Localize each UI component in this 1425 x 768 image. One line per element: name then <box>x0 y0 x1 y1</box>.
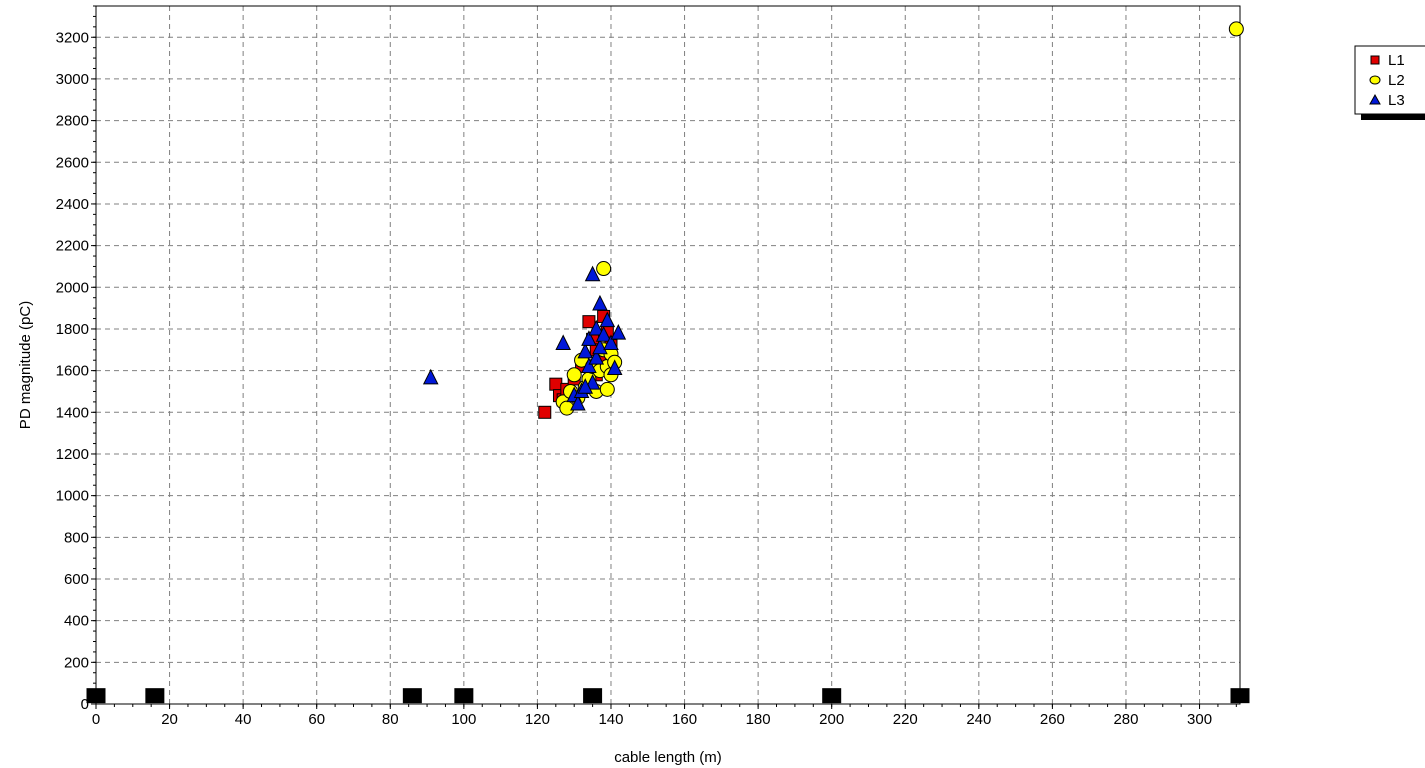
cable-marker-point <box>583 688 603 704</box>
x-tick-label: 60 <box>308 711 325 728</box>
l1-point <box>538 405 552 419</box>
y-tick-label: 1800 <box>56 321 89 338</box>
l2-point <box>599 381 615 397</box>
l2-point <box>1228 21 1244 37</box>
x-tick-label: 240 <box>966 711 991 728</box>
x-tick-label: 20 <box>161 711 178 728</box>
x-tick-label: 120 <box>525 711 550 728</box>
data-points <box>86 21 1250 704</box>
grid-lines <box>96 6 1240 704</box>
x-tick-label: 200 <box>819 711 844 728</box>
cable-marker-point <box>822 688 842 704</box>
series-markers <box>86 688 1250 704</box>
legend-item: L3 <box>1369 92 1405 109</box>
y-tick-label: 1600 <box>56 363 89 380</box>
y-axis-title: PD magnitude (pC) <box>17 301 34 429</box>
cable-marker-point <box>1230 688 1250 704</box>
l3-point <box>592 294 608 311</box>
l3-point <box>577 342 594 359</box>
y-tick-label: 200 <box>64 654 89 671</box>
y-tick-label: 0 <box>81 696 89 713</box>
legend-label: L3 <box>1388 92 1405 109</box>
y-tick-label: 2400 <box>56 196 89 213</box>
legend-swatch <box>1370 55 1380 65</box>
l3-point <box>584 374 601 390</box>
x-tick-label: 180 <box>746 711 771 728</box>
legend-label: L2 <box>1388 72 1405 89</box>
y-tick-label: 3200 <box>56 29 89 46</box>
legend-items: L1 L2 L3 <box>1369 52 1405 109</box>
y-tick-label: 2600 <box>56 154 89 171</box>
x-tick-label: 100 <box>451 711 476 728</box>
x-axis-title: cable length (m) <box>614 749 722 766</box>
legend-swatch <box>1369 93 1381 105</box>
l3-point <box>577 378 594 394</box>
x-tick-label: 0 <box>92 711 100 728</box>
l3-point <box>555 334 571 351</box>
legend: L1 L2 L3 <box>1354 45 1425 120</box>
x-tick-label: 40 <box>235 711 252 728</box>
x-tick-label: 280 <box>1113 711 1138 728</box>
l3-point <box>581 330 597 346</box>
y-tick-label: 400 <box>64 613 89 630</box>
l3-point <box>584 265 601 282</box>
l3-point <box>588 319 605 336</box>
x-tick-label: 160 <box>672 711 697 728</box>
y-tick-label: 2800 <box>56 113 89 130</box>
x-tick-label: 220 <box>893 711 918 728</box>
l3-point <box>570 394 586 411</box>
l3-point <box>422 368 439 385</box>
x-tick-label: 260 <box>1040 711 1065 728</box>
cable-marker-point <box>86 688 106 704</box>
cable-marker-point <box>145 688 165 704</box>
legend-item: L1 <box>1370 52 1405 69</box>
legend-box <box>1354 45 1425 115</box>
l1-point <box>582 315 596 329</box>
legend-swatch <box>1369 75 1381 85</box>
y-tick-label: 2000 <box>56 279 89 296</box>
cable-marker-point <box>402 688 422 704</box>
cable-marker-point <box>454 688 474 704</box>
y-tick-label: 800 <box>64 529 89 546</box>
x-tick-label: 80 <box>382 711 399 728</box>
l1-point <box>549 377 563 391</box>
axes: 0 20 40 60 80 100 120 140 160 180 200 220 240 260 280 3… <box>56 5 1237 728</box>
series-l3 <box>422 265 627 411</box>
x-tick-label: 140 <box>598 711 623 728</box>
l3-point <box>606 359 623 376</box>
l3-point <box>603 334 619 351</box>
y-tick-label: 1200 <box>56 446 89 463</box>
y-tick-label: 1000 <box>56 488 89 505</box>
x-tick-label: 300 <box>1187 711 1212 728</box>
series-l2 <box>555 21 1244 416</box>
legend-label: L1 <box>1388 52 1405 69</box>
l3-point <box>581 357 597 373</box>
l3-point <box>595 326 612 342</box>
l3-point <box>592 338 608 355</box>
legend-item: L2 <box>1369 72 1405 89</box>
y-tick-label: 2200 <box>56 238 89 255</box>
y-tick-label: 1400 <box>56 404 89 421</box>
l3-point <box>588 349 605 365</box>
plot-frame <box>95 5 1241 705</box>
y-tick-label: 3000 <box>56 71 89 88</box>
l2-point <box>566 367 582 383</box>
l3-point <box>599 311 616 328</box>
l3-point <box>610 324 627 340</box>
y-tick-label: 600 <box>64 571 89 588</box>
l2-point <box>596 261 612 277</box>
